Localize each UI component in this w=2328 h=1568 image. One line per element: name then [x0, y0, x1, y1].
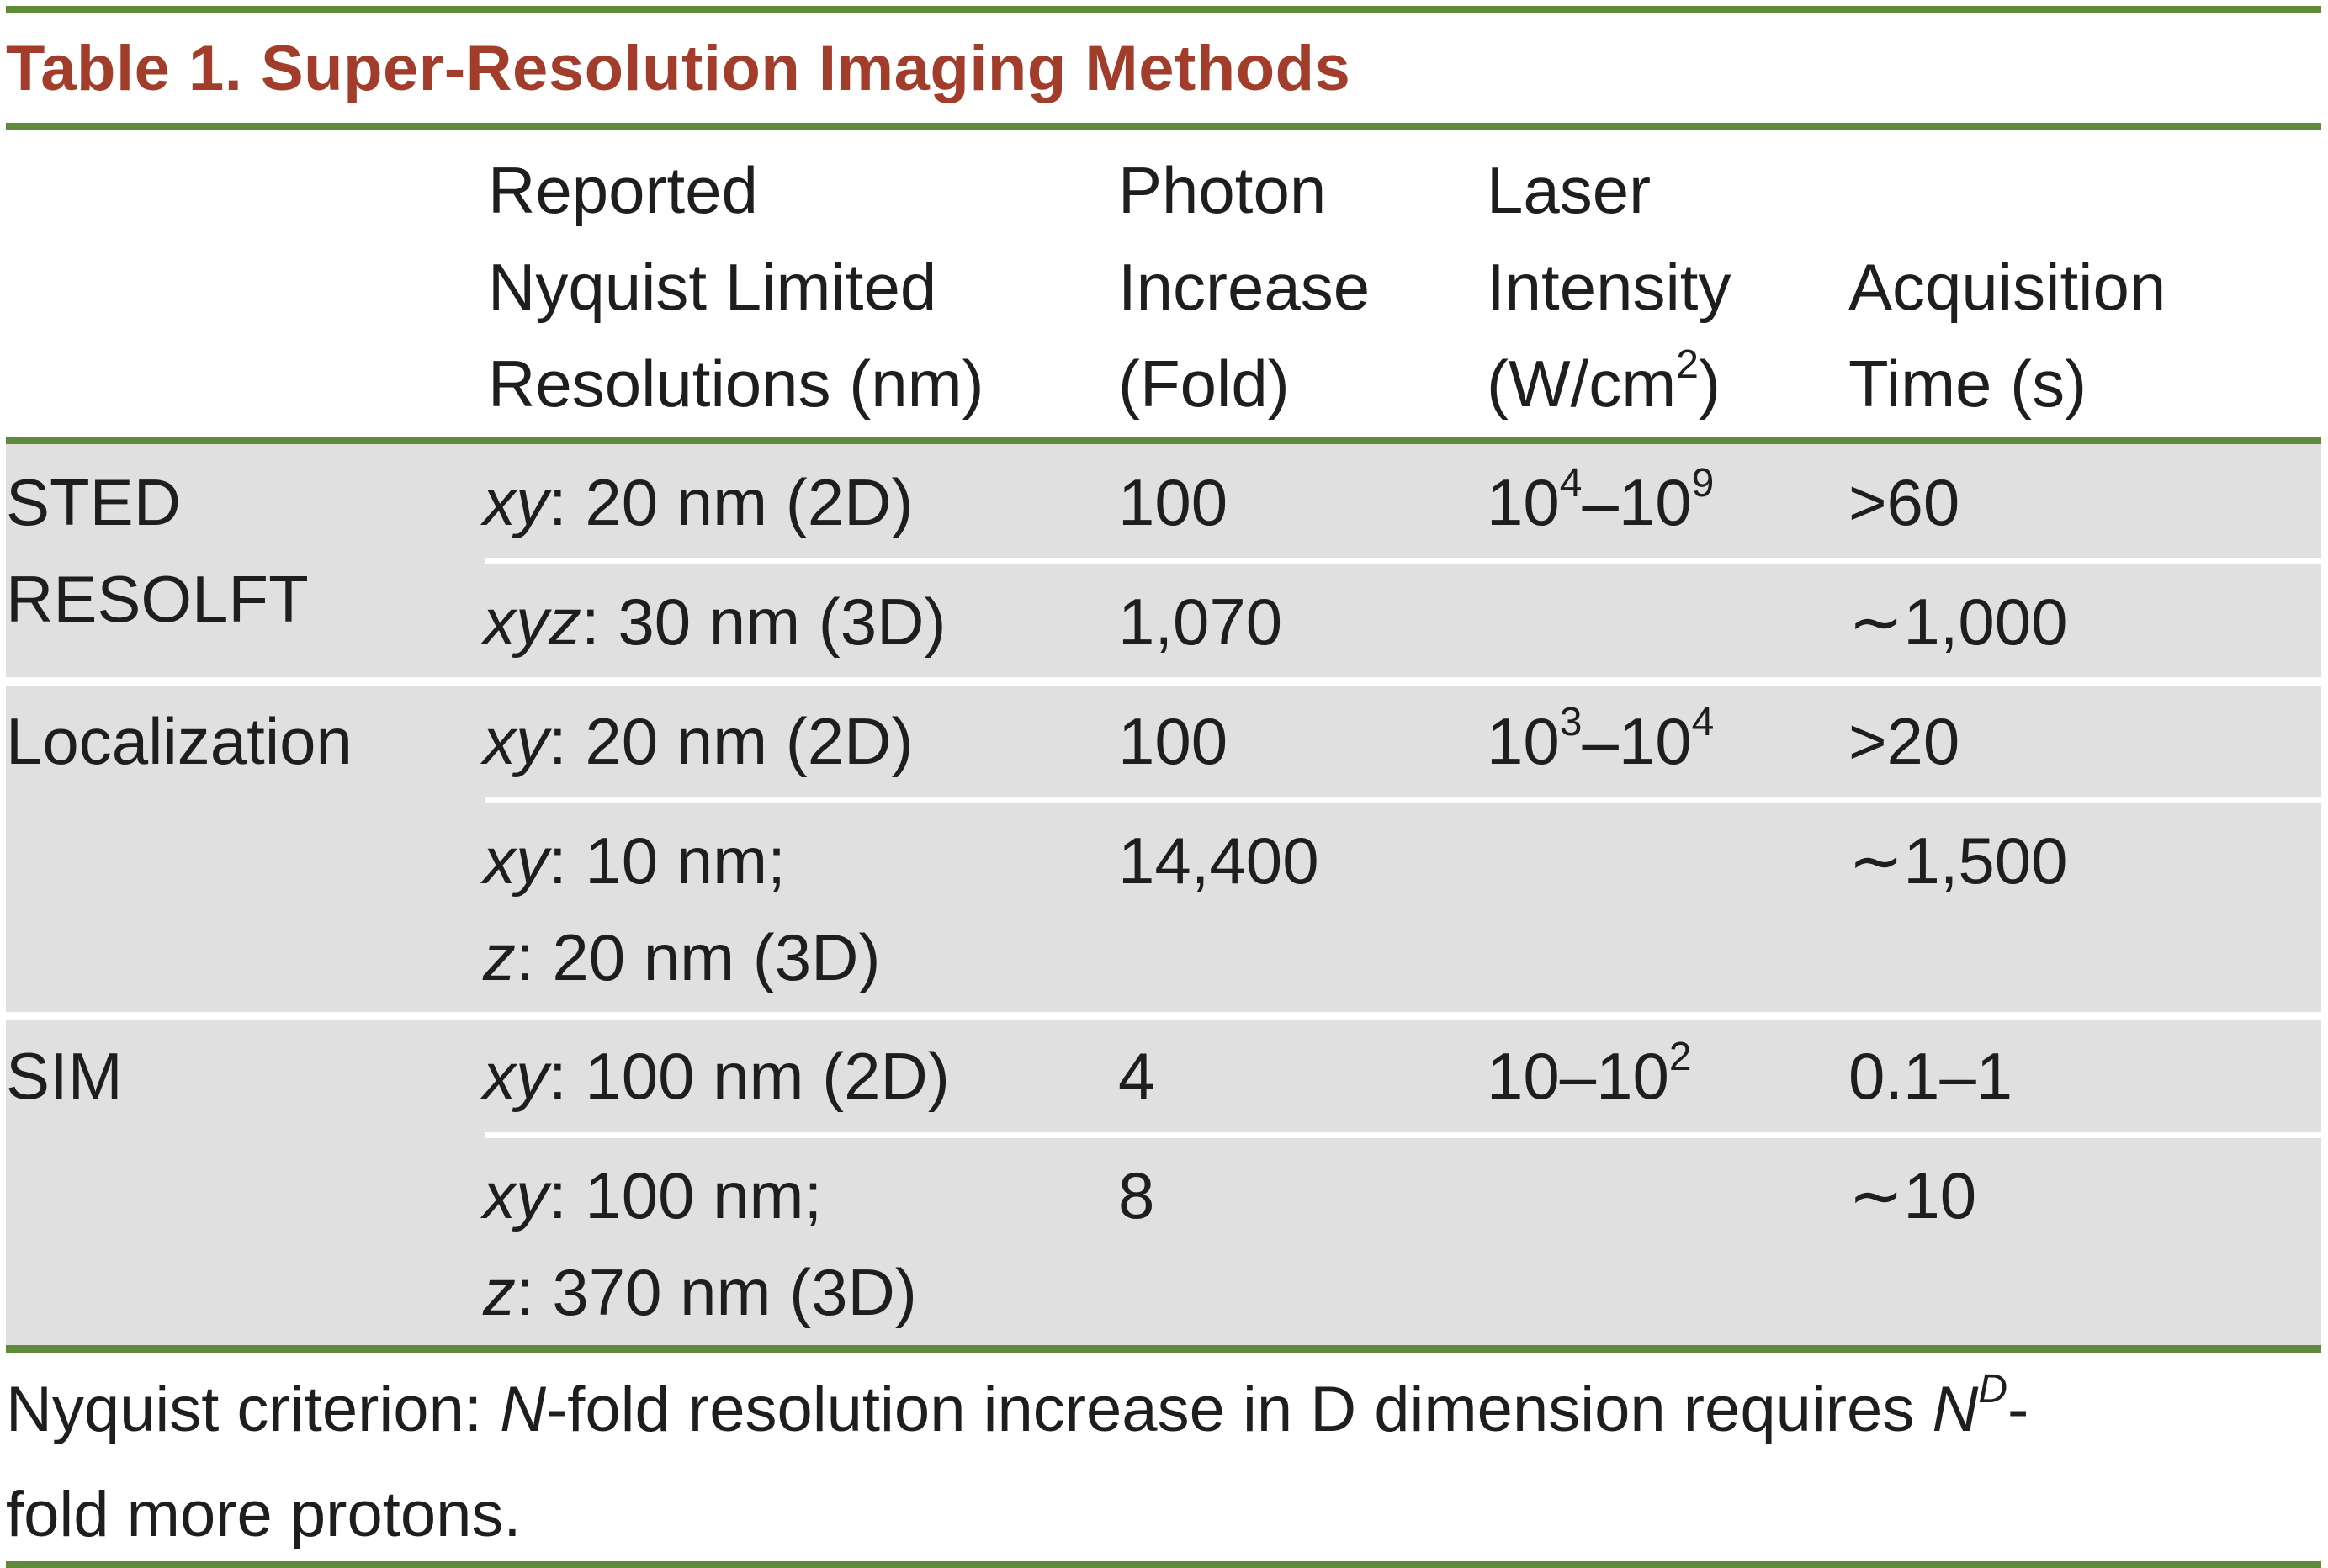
- footnote: Nyquist criterion: N-fold resolution inc…: [6, 1361, 2028, 1563]
- resolution-cell: xy: 20 nm (2D): [483, 704, 914, 778]
- laser-cell: 103–104: [1487, 700, 1715, 778]
- resolution-cell: xy: 100 nm (2D): [483, 1039, 950, 1113]
- header-text: Time (s): [1848, 347, 2087, 421]
- table-body-shade: [6, 444, 2321, 1345]
- footnote-line: Nyquist criterion: N-fold resolution inc…: [6, 1367, 2029, 1445]
- header-text: Acquisition: [1848, 250, 2166, 324]
- resolution-cell: z: 370 nm (3D): [483, 1255, 917, 1329]
- header-text: (W/cm2): [1487, 342, 1721, 421]
- method-label: Localization: [6, 704, 353, 778]
- header-text: Intensity: [1487, 250, 1731, 324]
- time-cell: 0.1–1: [1848, 1039, 2013, 1113]
- resolution-cell: xy: 100 nm;: [483, 1158, 823, 1232]
- photon-cell: 4: [1118, 1039, 1155, 1113]
- header-text: Resolutions (nm): [488, 347, 984, 421]
- title-rule: [6, 123, 2321, 130]
- footnote-line: fold more protons.: [6, 1479, 522, 1550]
- photon-cell: 14,400: [1118, 824, 1319, 898]
- top-rule: [6, 6, 2321, 13]
- resolution-cell: z: 20 nm (3D): [483, 920, 881, 994]
- row-separator: [485, 1132, 2321, 1138]
- method-label: STED: [6, 465, 182, 539]
- method-label: SIM: [6, 1039, 123, 1113]
- header-text: Photon: [1118, 153, 1327, 227]
- time-cell: ∼10: [1848, 1158, 1977, 1232]
- header-rule: [6, 437, 2321, 444]
- table-bottom-rule: [6, 1345, 2321, 1353]
- group-separator: [6, 677, 2321, 686]
- header-text: Reported: [488, 153, 758, 227]
- row-separator: [485, 797, 2321, 803]
- laser-cell: 10–102: [1487, 1035, 1692, 1113]
- laser-cell: 104–109: [1487, 461, 1715, 539]
- time-cell: >60: [1848, 465, 1960, 539]
- resolution-cell: xy: 10 nm;: [483, 824, 786, 898]
- time-cell: ∼1,500: [1848, 824, 2068, 898]
- bottom-rule: [6, 1561, 2321, 1568]
- resolution-cell: xy: 20 nm (2D): [483, 465, 914, 539]
- table-title: Table 1. Super-Resolution Imaging Method…: [6, 33, 1351, 104]
- row-separator: [485, 558, 2321, 564]
- time-cell: >20: [1848, 704, 1960, 778]
- photon-cell: 100: [1118, 704, 1228, 778]
- header-text: Laser: [1487, 153, 1652, 227]
- resolution-cell: xyz: 30 nm (3D): [483, 585, 947, 659]
- group-separator: [6, 1012, 2321, 1020]
- header-text: Nyquist Limited: [488, 250, 937, 324]
- photon-cell: 8: [1118, 1158, 1155, 1232]
- header-text: Increase: [1118, 250, 1371, 324]
- photon-cell: 100: [1118, 465, 1228, 539]
- time-cell: ∼1,000: [1848, 585, 2068, 659]
- header-text: (Fold): [1118, 347, 1290, 421]
- photon-cell: 1,070: [1118, 585, 1283, 659]
- method-label: RESOLFT: [6, 562, 309, 636]
